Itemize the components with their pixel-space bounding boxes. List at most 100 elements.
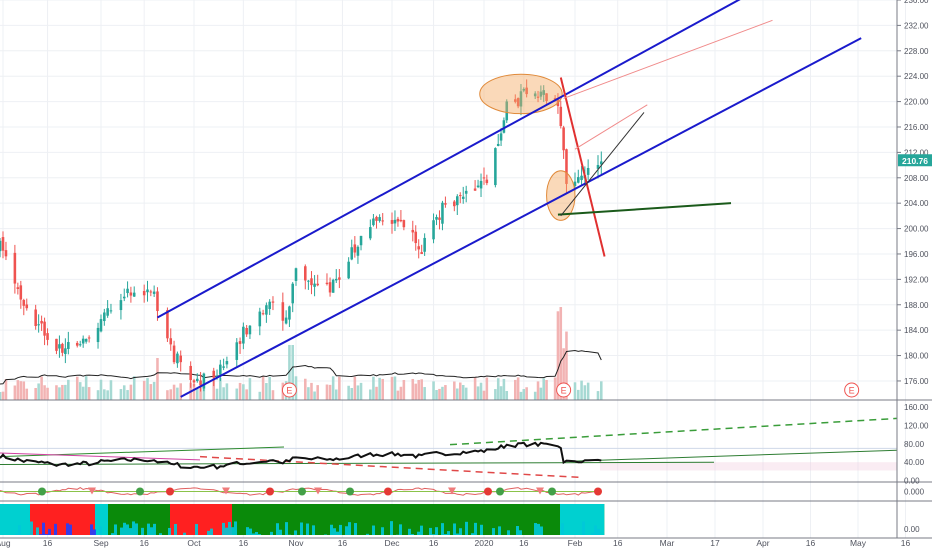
earnings-marker-label: E — [286, 386, 292, 396]
histogram-bar — [480, 525, 483, 535]
histogram-bar — [120, 528, 123, 535]
histogram-bar — [306, 524, 309, 535]
candle-body — [64, 348, 67, 354]
histogram-bar — [153, 524, 156, 535]
histogram-bar — [255, 532, 258, 535]
histogram-bar — [30, 522, 33, 535]
candle-body — [265, 305, 268, 314]
price-tick-label: 236.00 — [904, 0, 929, 5]
histogram-bar — [27, 534, 30, 535]
candle-body — [203, 374, 206, 389]
signal-dot — [384, 488, 392, 496]
candle-body — [34, 310, 37, 326]
volume-bar — [335, 389, 338, 400]
volume-bar — [272, 390, 275, 400]
histogram-bar — [147, 524, 150, 535]
candle-body — [226, 361, 229, 364]
histogram-bar — [408, 529, 411, 535]
candle-body — [369, 227, 372, 238]
volume-bar — [397, 391, 400, 400]
histogram-bar — [285, 522, 288, 535]
candle-body — [222, 366, 225, 367]
histogram-bar — [249, 529, 252, 535]
price-tick-label: 208.00 — [904, 174, 929, 183]
histogram-bar — [390, 521, 393, 535]
candle-body — [291, 284, 294, 304]
volume-bar — [494, 389, 497, 400]
histogram-bar — [324, 534, 327, 535]
candle-body — [143, 291, 146, 295]
candle-body — [268, 302, 271, 309]
volume-bar — [61, 385, 64, 400]
candle-body — [79, 344, 82, 345]
candle-body — [82, 339, 85, 344]
candle-body — [420, 252, 423, 254]
volume-bar — [347, 386, 350, 400]
volume-bar — [391, 377, 394, 400]
price-tick-label: 192.00 — [904, 275, 929, 284]
signal-dot — [496, 488, 504, 496]
volume-bar — [517, 377, 520, 400]
candle-body — [444, 203, 447, 204]
candle-body — [17, 287, 20, 289]
candle-body — [332, 280, 335, 293]
volume-bar — [350, 388, 353, 400]
volume-bar — [580, 381, 583, 400]
histogram-bar — [594, 526, 597, 535]
volume-bar — [17, 380, 20, 400]
histogram-bar — [582, 521, 585, 535]
candle-body — [307, 281, 310, 282]
candle-body — [76, 343, 79, 346]
histogram-bar — [561, 523, 564, 535]
volume-bar — [146, 378, 149, 400]
candle-body — [560, 107, 563, 126]
histogram-bar — [534, 523, 537, 535]
volume-bar — [313, 392, 316, 400]
candle-body — [199, 380, 202, 385]
volume-bar — [226, 383, 229, 400]
histogram-bar — [372, 526, 375, 535]
volume-bar — [239, 383, 242, 400]
histogram-bar — [339, 525, 342, 535]
volume-bar — [554, 377, 557, 400]
price-tick-label: 204.00 — [904, 199, 929, 208]
candle-body — [156, 291, 159, 311]
candle-body — [360, 236, 363, 245]
histogram-bar — [474, 523, 477, 535]
volume-bar — [40, 377, 43, 400]
candle-body — [310, 278, 313, 285]
candle-body — [587, 168, 590, 175]
histogram-bar — [270, 532, 273, 535]
volume-bar — [106, 390, 109, 400]
candle-body — [486, 180, 489, 183]
histogram-bar — [498, 526, 501, 535]
histogram-bar — [45, 534, 48, 535]
histogram-tick-label: 0.00 — [904, 525, 920, 534]
candle-body — [580, 176, 583, 180]
histogram-bar — [381, 527, 384, 535]
volume-bar — [2, 392, 5, 400]
candle-body — [403, 220, 406, 227]
volume-bar — [329, 385, 332, 400]
candle-body — [378, 217, 381, 221]
candle-body — [462, 197, 465, 199]
candle-body — [432, 220, 435, 239]
candle-body — [14, 253, 17, 284]
candle-body — [391, 220, 394, 224]
time-tick-label: 16 — [806, 538, 816, 548]
histogram-bar — [432, 534, 435, 535]
candle-body — [130, 292, 133, 295]
volume-bar — [103, 389, 106, 400]
histogram-bar — [159, 533, 162, 535]
candle-body — [272, 301, 275, 302]
candle-body — [235, 342, 238, 360]
histogram-bar — [183, 533, 186, 535]
time-tick-label: 17 — [710, 538, 720, 548]
candle-body — [295, 268, 298, 281]
histogram-bar — [42, 523, 45, 535]
volume-bar — [222, 387, 225, 400]
volume-bar — [5, 379, 8, 400]
candle-body — [5, 250, 8, 256]
histogram-bar — [459, 528, 462, 535]
